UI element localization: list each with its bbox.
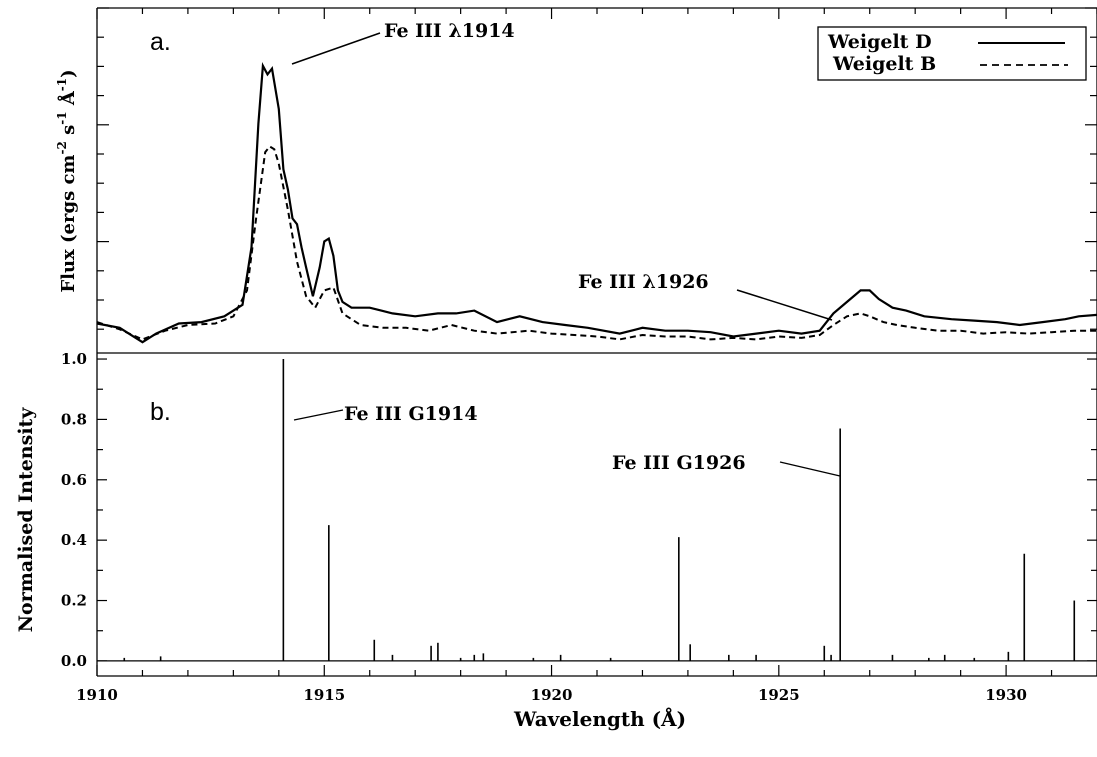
legend-label-weigelt-d: Weigelt D [827, 31, 932, 53]
panel-b-y-axis-label: Normalised Intensity [15, 407, 37, 633]
y-tick-label: 0.2 [61, 592, 87, 610]
annotation-fe-iii-1926: Fe III λ1926 [578, 271, 709, 293]
x-tick-label: 1925 [758, 686, 800, 704]
y-tick-label: 0.6 [61, 471, 87, 489]
panel-b-lines [97, 359, 1097, 662]
panel-a-series [96, 61, 1097, 344]
annotation-1914-pointer [291, 32, 381, 65]
x-tick-label: 1920 [531, 686, 573, 704]
y-tick-label: 0.8 [61, 410, 87, 428]
annotation-1926-pointer [736, 289, 833, 321]
annotation-b-1914-pointer [293, 409, 344, 421]
annotation-fe-iii-1914: Fe III λ1914 [384, 20, 515, 42]
legend-box [817, 26, 1087, 81]
x-axis-label: Wavelength (Å) [513, 707, 686, 731]
y-tick-label: 0.0 [61, 652, 87, 670]
y-tick-label: 0.4 [61, 531, 87, 549]
series-line-weigelt-b [96, 145, 1097, 341]
panel-a-y-axis-label: Flux (ergs cm-2 s-1 Å-1) [55, 69, 79, 292]
series-line-weigelt-d [96, 61, 1097, 344]
annotation-b-fe-iii-1914: Fe III G1914 [344, 403, 478, 425]
panel-b-ticks: 0.0 0.2 0.4 0.6 0.8 1.0 1910 1915 1920 1925 1930 [61, 350, 1097, 704]
panel-a: a. Flux (ergs cm-2 s-1 Å-1) Fe III λ1914… [55, 7, 1097, 353]
panel-a-label: a. [150, 28, 171, 56]
x-tick-label: 1910 [76, 686, 118, 704]
x-tick-label: 1930 [985, 686, 1027, 704]
legend-label-weigelt-b: Weigelt B [832, 53, 936, 75]
legend: Weigelt D Weigelt B [817, 26, 1087, 81]
annotation-b-fe-iii-1926: Fe III G1926 [612, 452, 746, 474]
panel-b-label: b. [150, 398, 171, 426]
panel-a-ticks [96, 7, 1097, 330]
panel-b: 0.0 0.2 0.4 0.6 0.8 1.0 1910 1915 1920 1925 1930 b… [15, 350, 1097, 731]
annotation-b-1926-pointer [779, 461, 841, 477]
x-tick-label: 1915 [303, 686, 345, 704]
y-tick-label: 1.0 [61, 350, 87, 368]
